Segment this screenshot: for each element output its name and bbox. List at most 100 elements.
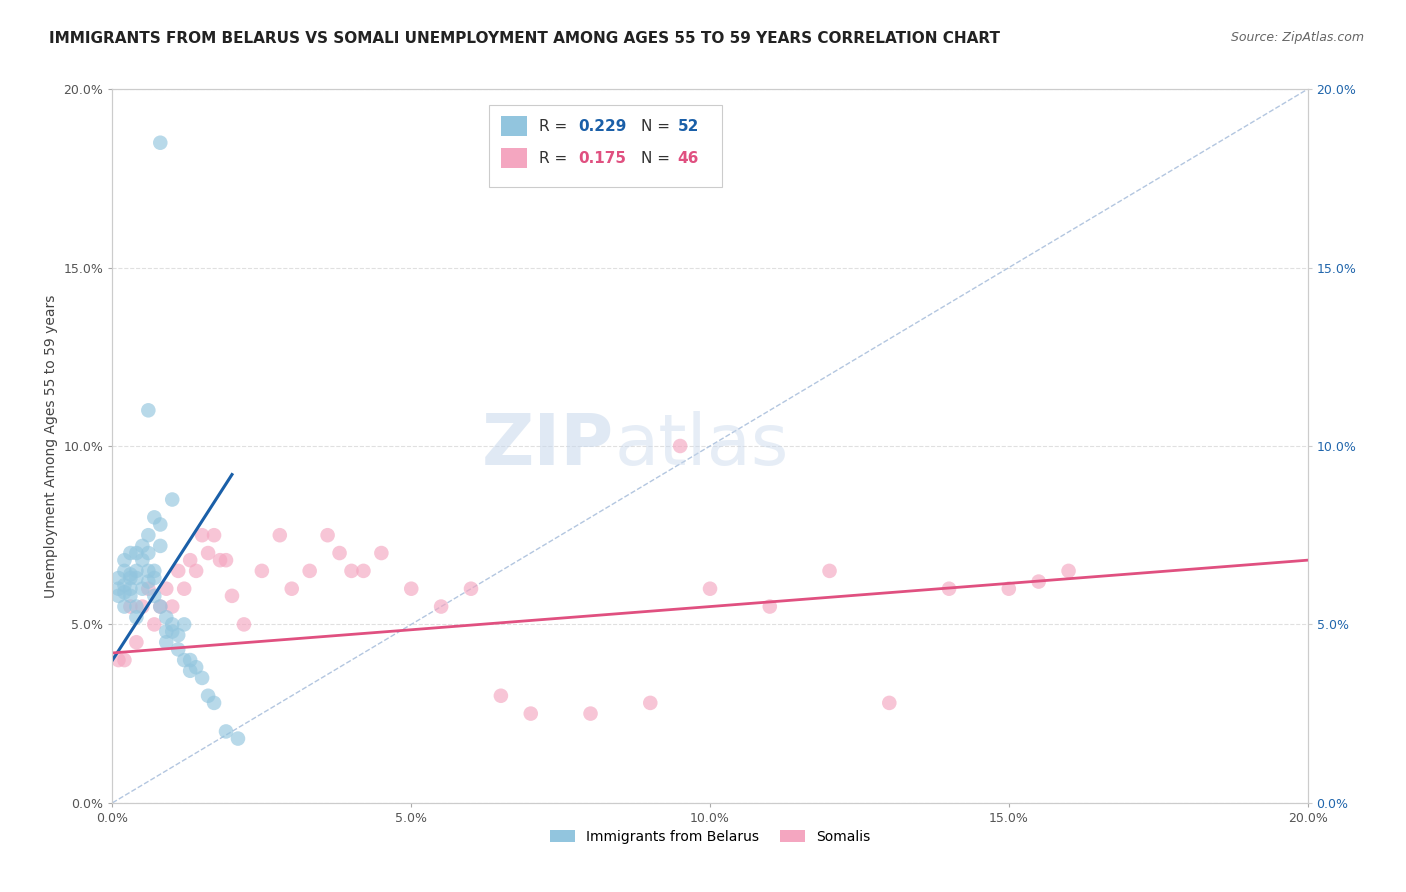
Point [143,589,166,603]
Point [179,664,201,678]
FancyBboxPatch shape [489,105,723,187]
Point [131,582,153,596]
Point [120,567,142,582]
Point [138,582,160,596]
Point [191,671,214,685]
Point [149,539,172,553]
Text: Source: ZipAtlas.com: Source: ZipAtlas.com [1230,31,1364,45]
Point [131,599,153,614]
FancyBboxPatch shape [501,148,527,169]
Point [155,624,177,639]
Point [460,582,482,596]
Point [215,724,238,739]
Point [107,582,129,596]
Point [1028,574,1050,589]
Point [186,564,208,578]
Text: R =: R = [538,119,572,134]
Point [215,553,238,567]
Point [401,582,423,596]
Point [149,136,172,150]
Point [125,610,148,624]
Point [125,546,148,560]
Point [138,403,160,417]
Point [197,689,219,703]
Legend: Immigrants from Belarus, Somalis: Immigrants from Belarus, Somalis [544,824,876,849]
Point [179,553,201,567]
Point [173,617,195,632]
Point [162,599,183,614]
Point [155,582,177,596]
Point [186,660,208,674]
Point [179,653,201,667]
Point [938,582,960,596]
Point [131,553,153,567]
Point [120,546,142,560]
Text: ZIP: ZIP [482,411,614,481]
Point [818,564,841,578]
Point [879,696,901,710]
Point [138,528,160,542]
Text: atlas: atlas [614,411,789,481]
Point [107,589,129,603]
Point [149,599,172,614]
Point [233,617,256,632]
Point [114,553,135,567]
Point [202,528,225,542]
Point [143,617,166,632]
Point [579,706,602,721]
Point [114,599,135,614]
Point [125,635,148,649]
Point [143,571,166,585]
Point [298,564,321,578]
Point [162,624,183,639]
Point [138,564,160,578]
Text: N =: N = [641,119,675,134]
Point [167,642,190,657]
Point [107,571,129,585]
Point [221,589,243,603]
Point [114,564,135,578]
Point [120,589,142,603]
Point [489,689,512,703]
Point [173,582,195,596]
Point [125,564,148,578]
Text: 46: 46 [678,151,699,166]
Text: 52: 52 [678,119,699,134]
Point [202,696,225,710]
Point [143,510,166,524]
Point [430,599,453,614]
Point [520,706,543,721]
Point [162,617,183,632]
Point [155,635,177,649]
Point [125,571,148,585]
Point [120,571,142,585]
Point [370,546,392,560]
Point [640,696,662,710]
Point [149,599,172,614]
Point [138,546,160,560]
Point [167,628,190,642]
Point [114,578,135,592]
Point [699,582,721,596]
Text: IMMIGRANTS FROM BELARUS VS SOMALI UNEMPLOYMENT AMONG AGES 55 TO 59 YEARS CORRELA: IMMIGRANTS FROM BELARUS VS SOMALI UNEMPL… [49,31,1000,46]
Point [114,585,135,599]
Point [155,610,177,624]
Point [138,574,160,589]
Text: R =: R = [538,151,572,166]
Point [281,582,304,596]
Y-axis label: Unemployment Among Ages 55 to 59 years: Unemployment Among Ages 55 to 59 years [44,294,58,598]
Point [329,546,352,560]
FancyBboxPatch shape [501,116,527,136]
Point [197,546,219,560]
Point [114,653,135,667]
Text: 0.229: 0.229 [579,119,627,134]
Point [143,564,166,578]
Point [269,528,291,542]
Point [191,528,214,542]
Text: 0.175: 0.175 [579,151,627,166]
Point [250,564,273,578]
Point [120,582,142,596]
Point [107,653,129,667]
Point [316,528,339,542]
Point [149,517,172,532]
